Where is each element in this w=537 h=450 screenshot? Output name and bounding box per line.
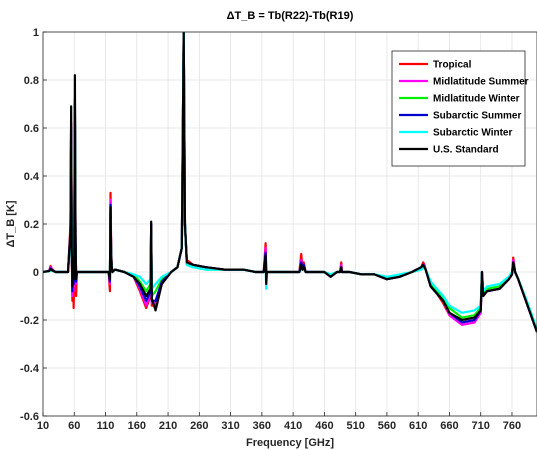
x-axis-ticks: 10 60 110 160 210 260 310 360 410 460 510 560 610 660…: [37, 412, 521, 432]
series-lines: [43, 32, 537, 333]
x-tick-label: 410: [284, 420, 302, 432]
legend-label: Subarctic Summer: [433, 111, 521, 122]
legend-label: Midlatitude Summer: [433, 77, 529, 88]
y-tick-label: 0.2: [24, 219, 39, 231]
legend-label: Subarctic Winter: [433, 128, 512, 139]
y-tick-label: -0.6: [20, 411, 39, 423]
y-tick-label: 0.4: [24, 171, 40, 183]
x-tick-label: 760: [503, 420, 521, 432]
y-tick-label: 0.8: [24, 75, 39, 87]
x-tick-label: 160: [128, 420, 146, 432]
x-tick-label: 310: [221, 420, 239, 432]
y-axis-ticks: -0.6 -0.4 -0.2 0 0.2 0.4 0.6 0.8 1: [20, 27, 47, 423]
legend-label: Tropical: [433, 60, 472, 71]
y-tick-label: -0.2: [20, 315, 39, 327]
x-tick-label: 610: [409, 420, 427, 432]
x-tick-label: 510: [346, 420, 364, 432]
series-line-5: [43, 32, 537, 333]
x-tick-label: 460: [315, 420, 333, 432]
x-tick-label: 260: [190, 420, 208, 432]
x-tick-label: 660: [440, 420, 458, 432]
x-tick-label: 360: [253, 420, 271, 432]
chart-title: ΔT_B = Tb(R22)-Tb(R19): [227, 10, 354, 22]
legend-items: Tropical Midlatitude Summer Midlatitude Wi…: [399, 60, 529, 156]
legend-box: [391, 50, 526, 167]
x-tick-label: 560: [378, 420, 396, 432]
y-tick-label: 1: [33, 27, 39, 39]
x-tick-label: 710: [472, 420, 490, 432]
y-axis-label: ΔT_B [K]: [5, 200, 17, 247]
legend-label: U.S. Standard: [433, 145, 499, 156]
x-tick-label: 110: [97, 420, 115, 432]
legend: Tropical Midlatitude Summer Midlatitude Wi…: [391, 50, 529, 167]
y-tick-label: 0: [33, 267, 39, 279]
legend-label: Midlatitude Winter: [433, 94, 520, 105]
y-tick-label: -0.4: [20, 363, 40, 375]
x-axis-label: Frequency [GHz]: [246, 437, 334, 449]
y-tick-label: 0.6: [24, 123, 39, 135]
x-tick-label: 210: [159, 420, 177, 432]
x-tick-label: 10: [37, 420, 49, 432]
x-tick-label: 60: [68, 420, 80, 432]
